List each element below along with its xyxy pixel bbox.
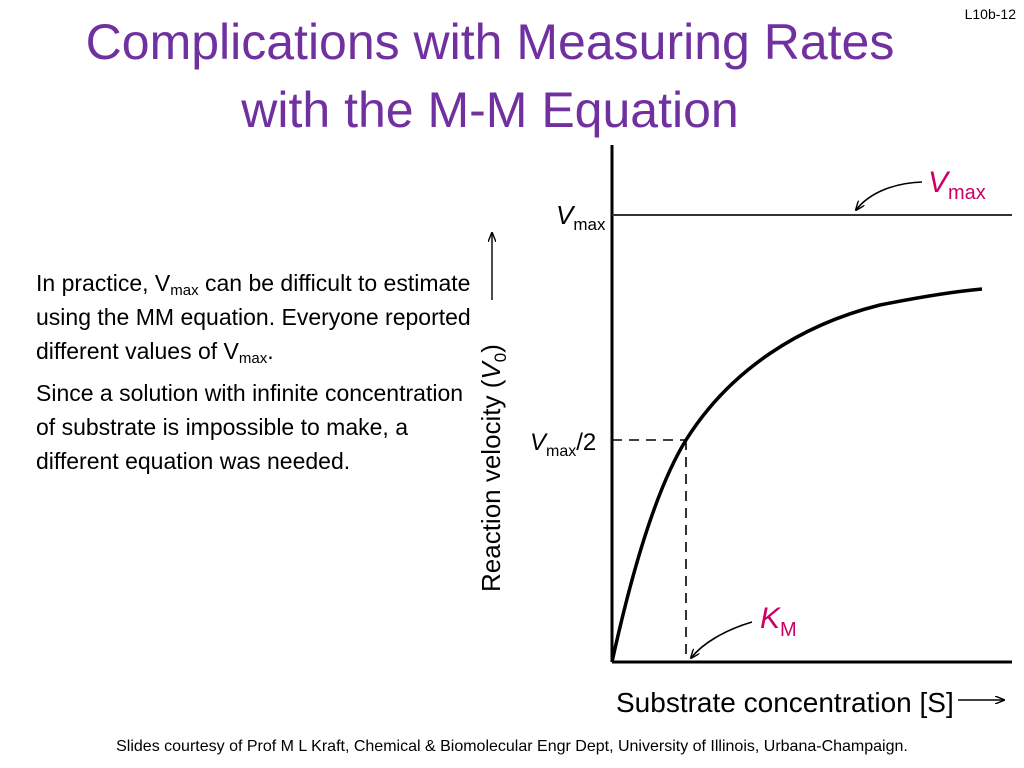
saturation-curve: [610, 287, 983, 663]
x-axis-label: Substrate concentration [S]: [616, 687, 954, 718]
vmax-callout-label: Vmax: [928, 166, 986, 204]
footer-credit: Slides courtesy of Prof M L Kraft, Chemi…: [116, 738, 908, 755]
p1-subscript-b: max: [238, 350, 268, 367]
paragraph-infinite-concentration: Since a solution with infinite concentra…: [36, 380, 464, 474]
vmax-tick-label: Vmax: [556, 200, 606, 234]
half-vmax-tick-label: Vmax/2: [530, 429, 596, 460]
p1-text-b: can be difficult to estimate using the M…: [36, 270, 471, 364]
body-text: In practice, Vmax can be difficult to es…: [36, 266, 476, 486]
y-axis-label: Reaction velocity (V0): [476, 344, 510, 592]
paragraph-vmax-difficulty: In practice, Vmax can be difficult to es…: [36, 266, 476, 368]
title-line-1: Complications with Measuring Rates: [85, 14, 895, 70]
km-callout-arrow: [691, 621, 753, 658]
p1-text-c: .: [267, 338, 274, 364]
slide-title: Complications with Measuring Rates with …: [20, 8, 960, 144]
km-callout-label: KM: [760, 602, 797, 641]
p1-subscript-a: max: [170, 282, 199, 299]
title-line-2: with the M-M Equation: [241, 82, 739, 138]
slide-number: L10b-12: [964, 6, 1016, 22]
vmax-callout-arrow: [856, 181, 923, 210]
p1-text-a: In practice, V: [36, 270, 171, 296]
